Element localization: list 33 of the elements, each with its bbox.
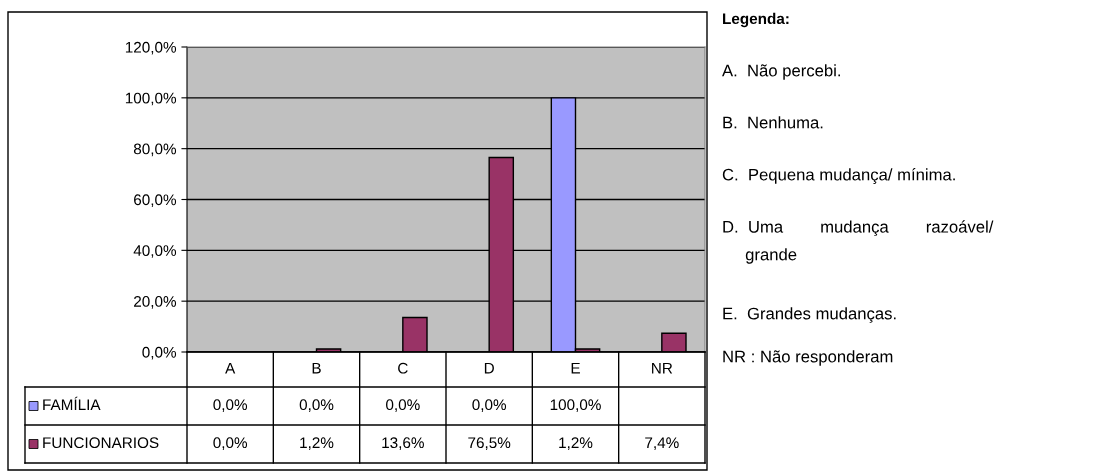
y-tick-label: 40,0% [133, 245, 177, 258]
text: NR : Não responderam [723, 350, 893, 366]
text: C. Pequena mudança/ mínima. [722, 168, 955, 184]
text: D. Uma mudança razoável/ grande [723, 220, 994, 264]
data-label: 1,2% [300, 437, 334, 450]
y-tick-label: 0,0% [142, 346, 177, 360]
y-tick-label: 120,0% [125, 41, 177, 55]
data-label: 0,0% [386, 399, 420, 412]
data-label: 0,0% [213, 399, 248, 412]
y-tick-label: 60,0% [134, 194, 177, 207]
text: B. Nenhuma. [723, 116, 823, 129]
x-tick-label: D [484, 362, 494, 374]
text: E. Grandes mudanças. [723, 307, 896, 323]
data-label: 0,0% [472, 399, 507, 412]
x-tick-label: A [225, 362, 236, 374]
text: Legenda: [723, 12, 789, 28]
y-tick-label: 80,0% [133, 143, 177, 157]
data-label: 7,4% [645, 437, 679, 450]
legend-label: FUNCIONARIOS [43, 437, 159, 449]
data-label: 100,0% [550, 399, 601, 412]
legend-label: FAMÍLIA [43, 396, 101, 410]
data-label: 1,2% [559, 437, 593, 450]
x-tick-label: B [312, 362, 321, 374]
text: A. Não percebi. [722, 64, 840, 80]
x-tick-label: E [571, 362, 580, 374]
y-tick-label: 100,0% [125, 92, 177, 106]
x-tick-label: NR [652, 362, 673, 374]
data-label: 13,6% [382, 437, 424, 450]
data-label: 0,0% [213, 437, 248, 450]
data-label: 0,0% [299, 399, 334, 412]
x-tick-label: C [398, 362, 408, 374]
y-tick-label: 20,0% [134, 296, 177, 309]
data-label: 76,5% [468, 437, 511, 450]
